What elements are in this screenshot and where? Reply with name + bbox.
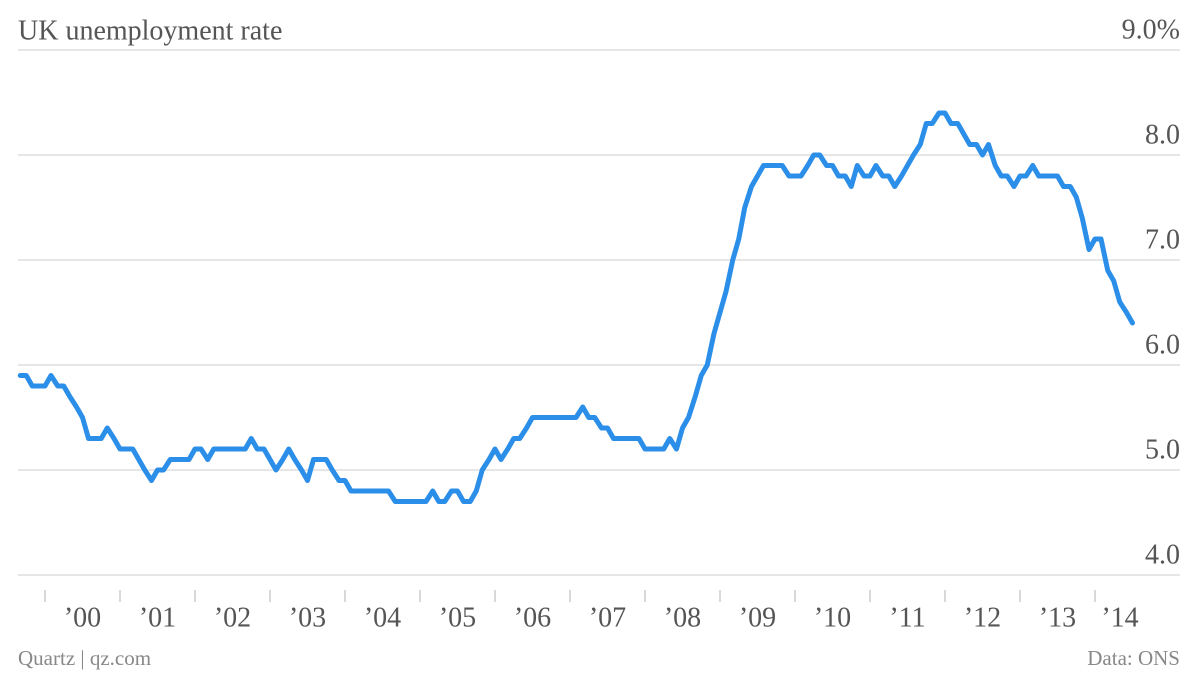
x-tick-label: ’01: [139, 602, 176, 633]
data-line: [17, 110, 1135, 504]
y-tick-label: 6.0: [1145, 329, 1180, 360]
x-tick-label: ’04: [364, 602, 401, 633]
x-tick-label: ’06: [514, 602, 551, 633]
y-tick-label: 5.0: [1145, 434, 1180, 465]
x-tick-label: ’10: [814, 602, 851, 633]
x-tick-label: ’12: [964, 602, 1001, 633]
chart-title: UK unemployment rate: [18, 15, 282, 46]
y-tick-label: 7.0: [1145, 224, 1180, 255]
x-tick-label: ’11: [889, 602, 925, 633]
x-tick-label: ’07: [589, 602, 626, 633]
x-tick-label: ’09: [739, 602, 776, 633]
source: Data: ONS: [1087, 646, 1180, 670]
x-tick-label: ’00: [64, 602, 101, 633]
y-tick-label: 8.0: [1145, 119, 1180, 150]
x-tick-label: ’05: [439, 602, 476, 633]
x-tick-label: ’08: [664, 602, 701, 633]
x-tick-label: ’02: [214, 602, 251, 633]
x-tick-label: ’13: [1039, 602, 1076, 633]
y-tick-label: 4.0: [1145, 539, 1180, 570]
y-tick-label: 9.0%: [1122, 14, 1180, 45]
x-tick-label: ’03: [289, 602, 326, 633]
x-tick-label: ’14: [1101, 602, 1138, 633]
credit: Quartz | qz.com: [18, 646, 151, 670]
